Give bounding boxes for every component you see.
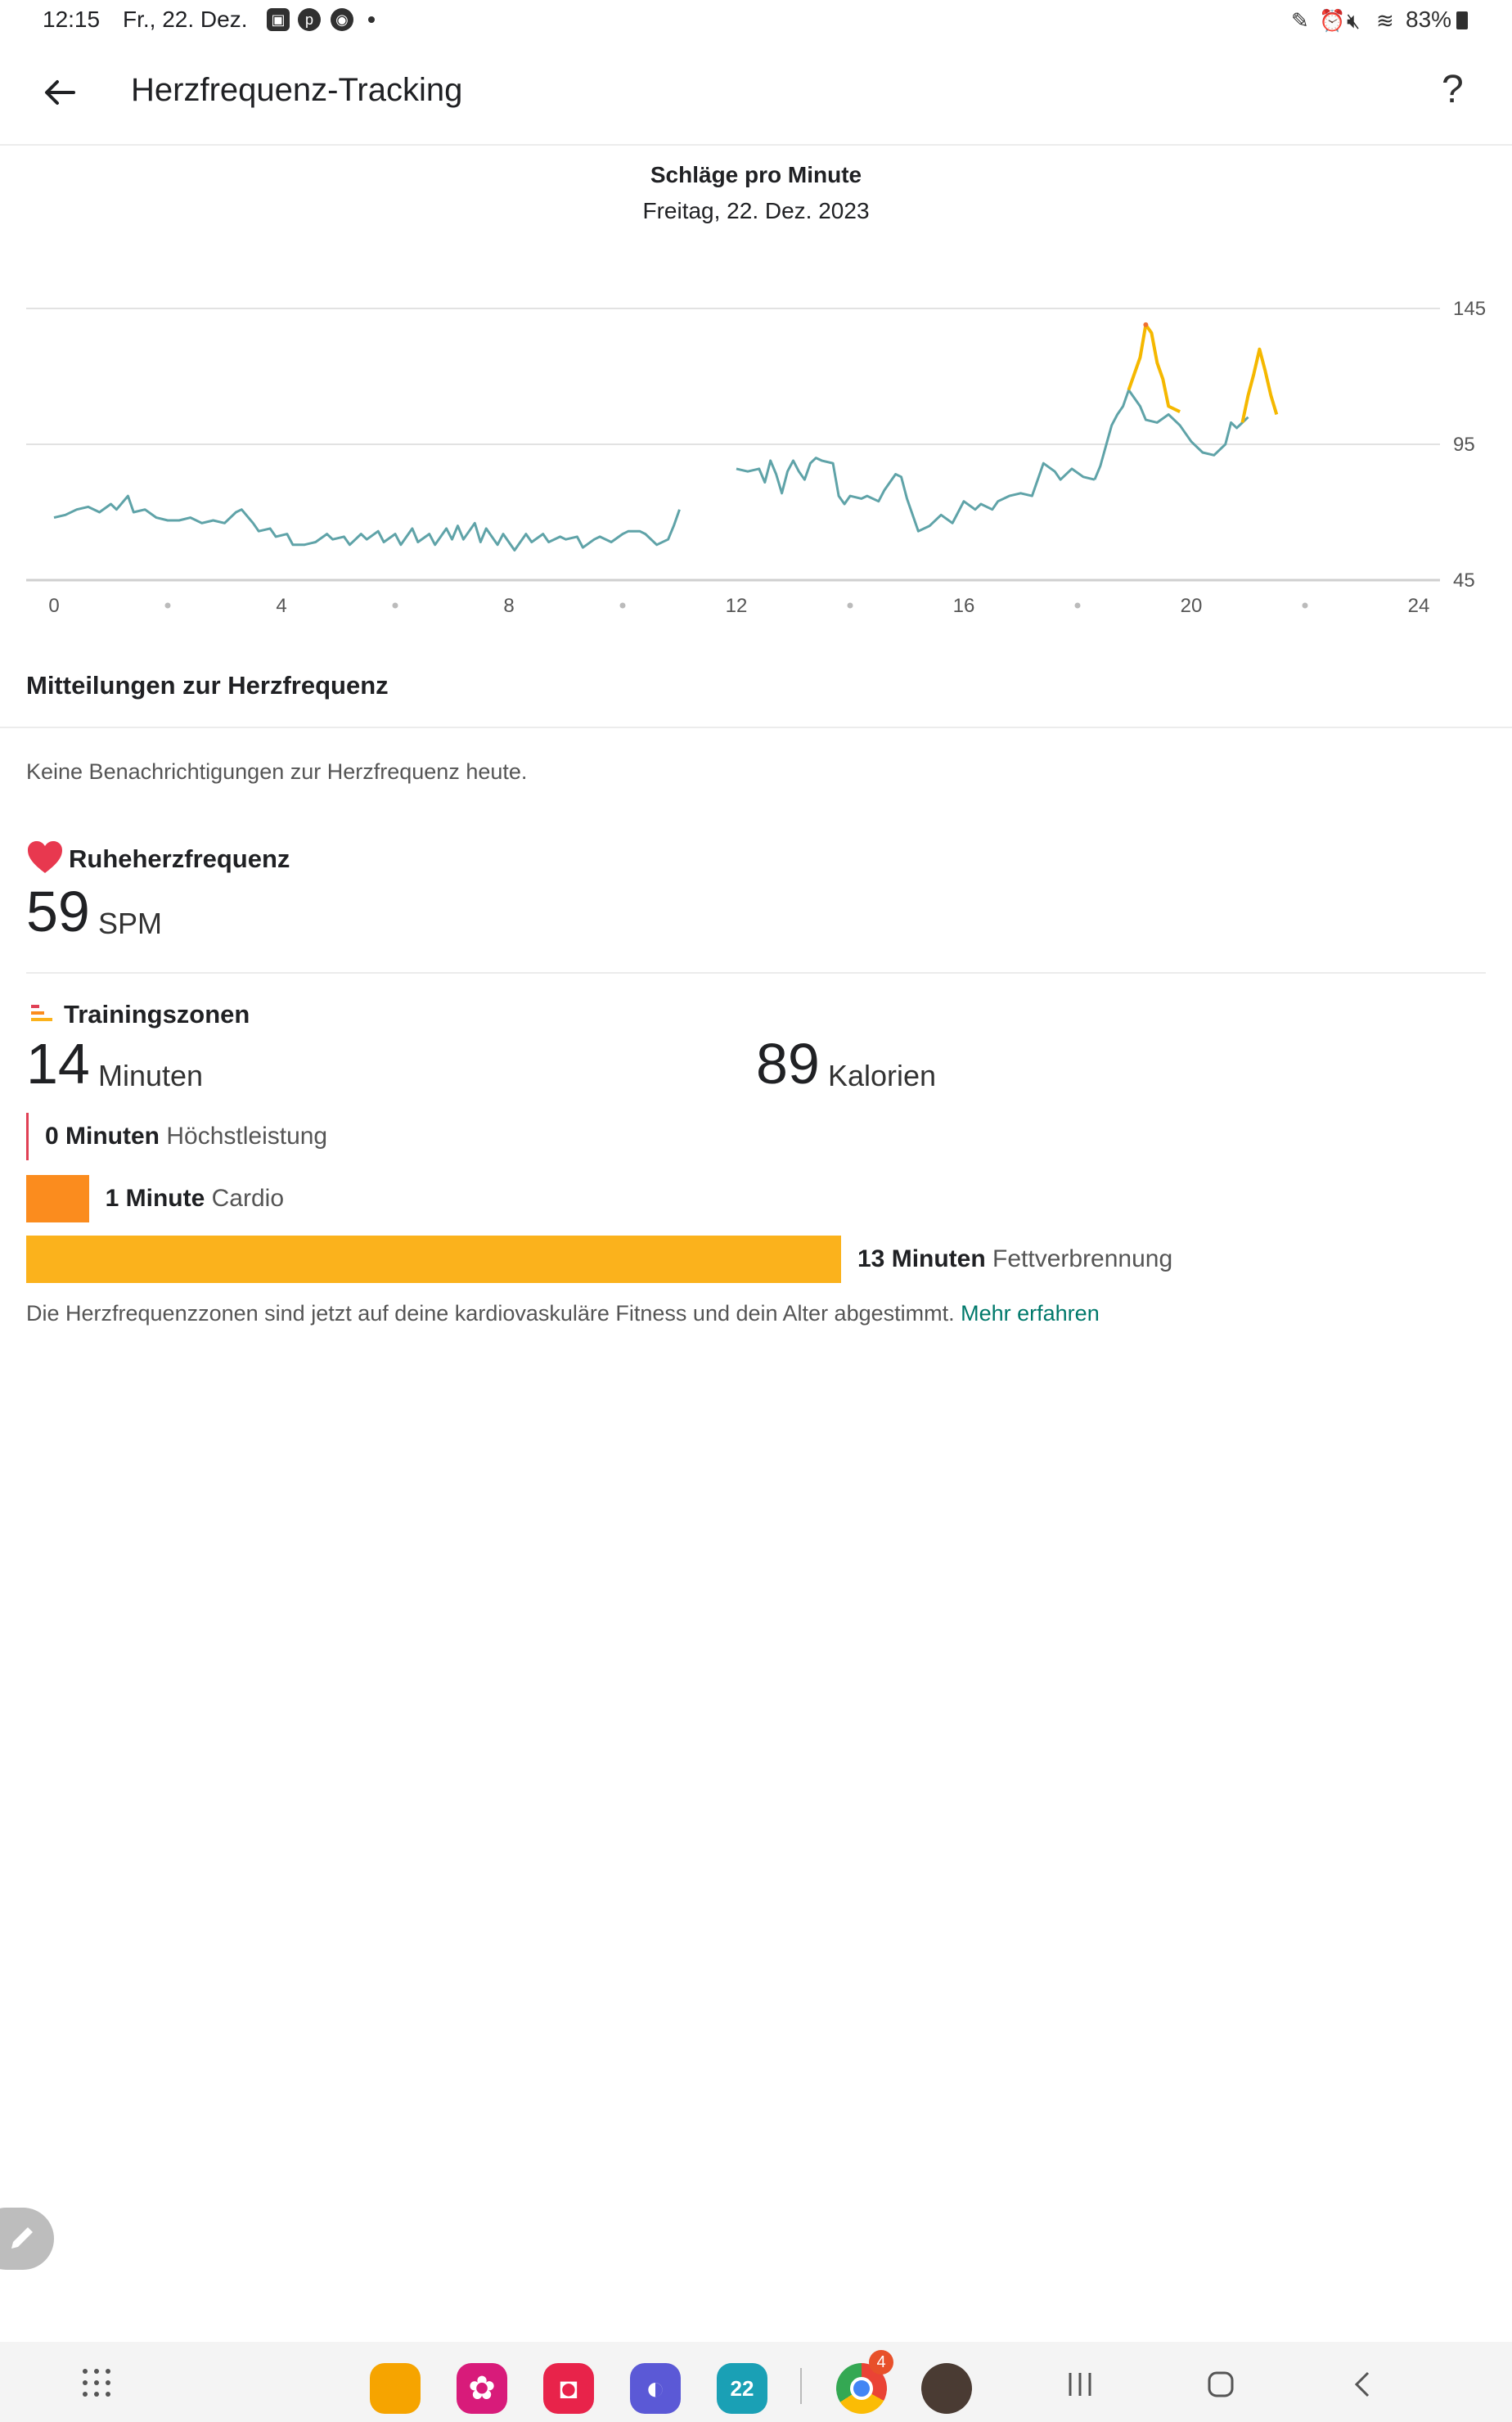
chart-title: Schläge pro Minute <box>650 162 862 187</box>
files-app-icon[interactable] <box>370 2363 421 2414</box>
training-minutes-unit: Minuten <box>98 1059 204 1092</box>
app-bar: Herzfrequenz-Tracking ? <box>0 43 1512 146</box>
y-tick-label: 45 <box>1453 569 1475 592</box>
battery-icon <box>1456 11 1468 29</box>
x-minor-tick <box>619 602 626 609</box>
divider <box>0 727 1512 728</box>
calendar-app-icon[interactable]: 22 <box>717 2363 767 2414</box>
page-title: Herzfrequenz-Tracking <box>131 72 463 108</box>
y-tick-label: 95 <box>1453 434 1475 456</box>
dock-divider <box>800 2368 802 2404</box>
heart-icon <box>26 840 64 876</box>
status-bar: 12:15 Fr., 22. Dez. ▣ p ◉ ✎ ⏰ 🔇︎ ≋ 83% <box>0 0 1512 43</box>
divider <box>26 972 1486 974</box>
pencil-icon[interactable] <box>0 2208 54 2270</box>
zone-label-fat-burn: 13 Minuten Fettverbrennung <box>857 1245 1173 1272</box>
gallery-notification-icon: ▣ <box>267 8 290 31</box>
heart-rate-line <box>736 457 1096 533</box>
y-tick-label: 145 <box>1453 298 1486 320</box>
pinterest-notification-icon: p <box>298 8 321 31</box>
x-tick-label: 16 <box>953 595 975 617</box>
x-tick-label: 0 <box>48 595 59 617</box>
mute-icon: 🔇︎ <box>1347 8 1361 33</box>
x-minor-tick <box>1074 602 1081 609</box>
calories-unit: Kalorien <box>828 1059 937 1092</box>
heart-rate-chart[interactable]: 145 95 45 0 4 8 12 16 20 24 <box>0 270 1512 630</box>
notifications-title: Mitteilungen zur Herzfrequenz <box>26 671 389 700</box>
recents-icon[interactable] <box>1065 2370 1095 2399</box>
training-zones-title: Trainingszonen <box>64 1000 250 1029</box>
notifications-text: Keine Benachrichtigungen zur Herzfrequen… <box>26 759 528 784</box>
home-icon[interactable] <box>1206 2370 1235 2399</box>
back-icon[interactable] <box>1348 2370 1378 2399</box>
x-tick-label: 24 <box>1408 595 1430 617</box>
chrome-app-icon[interactable] <box>836 2363 887 2414</box>
battery-percent: 83% <box>1406 7 1452 32</box>
x-tick-label: 20 <box>1181 595 1203 617</box>
help-button[interactable]: ? <box>1442 68 1464 111</box>
heart-rate-peak-line <box>1127 322 1181 414</box>
learn-more-link[interactable]: Mehr erfahren <box>961 1301 1100 1326</box>
browser-app-icon[interactable]: ◐ <box>630 2363 681 2414</box>
resting-hr-value: 59 <box>26 880 90 943</box>
zone-bar-peak <box>26 1113 29 1160</box>
training-minutes-value: 14 <box>26 1032 90 1096</box>
arrow-left-icon[interactable] <box>41 74 79 111</box>
camera-app-icon[interactable]: ◘ <box>543 2363 594 2414</box>
zone-bar-cardio <box>26 1175 89 1222</box>
x-tick-label: 8 <box>503 595 514 617</box>
resting-hr-unit: SPM <box>98 907 163 940</box>
x-tick-label: 12 <box>726 595 748 617</box>
resting-hr-title: Ruheherzfrequenz <box>69 844 290 873</box>
edit-status-icon: ✎ <box>1291 8 1309 33</box>
chart-subtitle: Freitag, 22. Dez. 2023 <box>642 198 870 223</box>
heart-rate-line <box>53 494 681 551</box>
x-minor-tick <box>847 602 853 609</box>
status-date: Fr., 22. Dez. <box>123 7 248 32</box>
zones-footnote: Die Herzfrequenzzonen sind jetzt auf dei… <box>26 1301 1100 1326</box>
zone-label-peak: 0 Minuten Höchstleistung <box>45 1123 328 1150</box>
alarm-icon: ⏰ <box>1319 8 1346 33</box>
wifi-icon: ≋ <box>1376 8 1394 33</box>
notification-badge: 4 <box>869 2350 893 2375</box>
calories-value: 89 <box>756 1032 820 1096</box>
x-minor-tick <box>1302 602 1308 609</box>
apps-grid-icon[interactable] <box>80 2366 113 2399</box>
chrome-notification-icon: ◉ <box>331 8 353 31</box>
flower-app-icon[interactable]: ✿ <box>457 2363 507 2414</box>
more-notifications-icon <box>368 16 375 23</box>
status-time: 12:15 <box>43 7 101 32</box>
heart-rate-peak-line <box>1240 347 1279 423</box>
zone-bar-fat-burn <box>26 1236 841 1283</box>
zone-label-cardio: 1 Minute Cardio <box>105 1185 284 1212</box>
x-tick-label: 4 <box>276 595 286 617</box>
x-minor-tick <box>392 602 398 609</box>
zones-icon <box>31 1005 56 1023</box>
avatar-app-icon[interactable] <box>921 2363 972 2414</box>
heart-rate-peak-marker <box>1143 322 1149 327</box>
heart-rate-line <box>1093 389 1249 480</box>
x-minor-tick <box>164 602 171 609</box>
